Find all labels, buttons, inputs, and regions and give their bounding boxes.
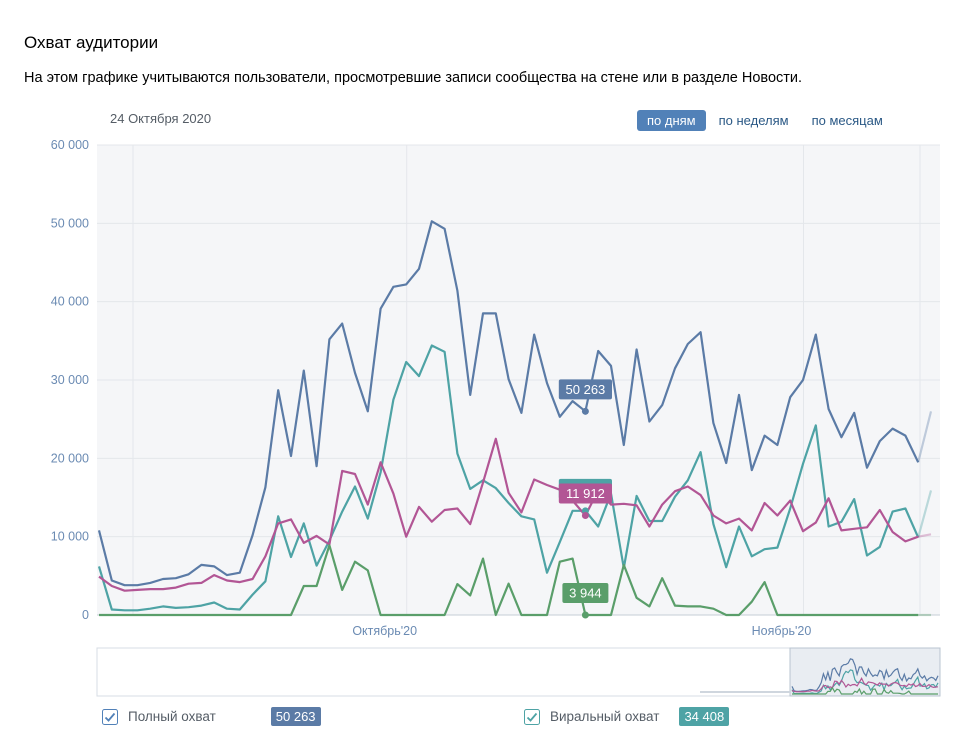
- series-line-green[interactable]: [99, 544, 919, 617]
- period-switcher: по дням по неделям по месяцам: [637, 110, 896, 131]
- series-line-full-partial: [917, 411, 933, 463]
- series-line-pink-partial: [918, 533, 932, 538]
- y-tick-label: 60 000: [51, 138, 89, 152]
- legend-value-badge: 34 408: [679, 707, 730, 726]
- series-line-pink[interactable]: [98, 437, 919, 592]
- tooltip-badge: [562, 583, 609, 603]
- series-line-viral-partial: [917, 490, 933, 538]
- legend-item-viral-reach[interactable]: Виральный охват 34 408: [524, 707, 730, 726]
- tooltip-badge: [558, 379, 612, 400]
- page-title: Охват аудитории: [24, 33, 159, 52]
- checkbox-checked-icon[interactable]: [102, 708, 118, 725]
- x-tick-label: Октябрь'20: [352, 624, 417, 638]
- period-month-button[interactable]: по месяцам: [811, 113, 883, 128]
- y-tick-label: 30 000: [51, 373, 89, 387]
- series-line-full[interactable]: [97, 220, 920, 587]
- date-label: 24 Октября 2020: [110, 111, 212, 126]
- checkbox-checked-icon[interactable]: [524, 708, 540, 725]
- legend-item-full-reach[interactable]: Полный охват 50 263: [102, 707, 321, 726]
- chart-description: На этом графике учитываются пользователи…: [24, 70, 803, 86]
- navigator-series-line: [791, 658, 939, 692]
- navigator-series-line: [792, 686, 938, 696]
- series-line-viral[interactable]: [97, 344, 920, 612]
- legend-value-badge: 50 263: [270, 707, 321, 726]
- period-day-button[interactable]: по дням: [637, 110, 706, 131]
- y-tick-label: 0: [82, 608, 89, 622]
- data-point-marker[interactable]: [581, 512, 589, 520]
- data-point-marker[interactable]: [581, 407, 589, 415]
- tooltip-value: 3 944: [569, 586, 602, 601]
- y-tick-label: 20 000: [51, 451, 89, 465]
- y-tick-label: 50 000: [51, 216, 89, 230]
- legend-label: Полный охват: [128, 709, 216, 724]
- y-tick-label: 10 000: [51, 530, 89, 544]
- y-tick-label: 40 000: [51, 295, 89, 309]
- x-tick-label: Ноябрь'20: [752, 624, 812, 638]
- reach-chart[interactable]: 0 10 000 20 000 30 000 40 000 50 000 60 000 Окт…: [0, 130, 958, 700]
- data-point-marker[interactable]: [581, 611, 589, 619]
- navigator-series-line: [791, 677, 939, 693]
- tooltip-value: 11 912: [566, 486, 605, 501]
- tooltip-value: 50 263: [566, 382, 606, 397]
- period-week-button[interactable]: по неделям: [718, 113, 789, 128]
- legend-label: Виральный охват: [550, 709, 660, 724]
- tooltip-badge: [558, 483, 612, 504]
- navigator-window[interactable]: [789, 647, 941, 697]
